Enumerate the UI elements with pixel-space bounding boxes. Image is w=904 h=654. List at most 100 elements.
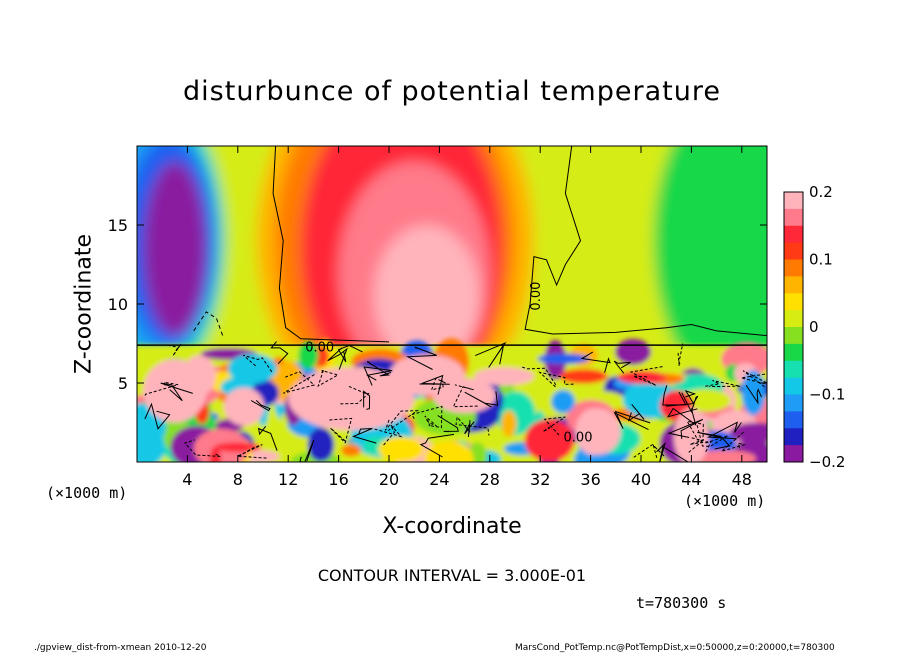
- eddy: [559, 368, 608, 384]
- contour-label: 0.00: [564, 430, 593, 445]
- contour-eddy: [741, 370, 767, 388]
- eddy: [501, 410, 517, 437]
- eddy: [341, 444, 362, 457]
- contour-eddy: [745, 384, 762, 405]
- contour-eddy: [160, 382, 193, 402]
- eddy: [575, 408, 613, 455]
- contour-eddy: [384, 410, 419, 431]
- contour-eddy: [363, 390, 371, 410]
- x-tick-label: 36: [580, 470, 600, 489]
- saturated-patch: [143, 359, 207, 423]
- saturated-patch: [223, 387, 265, 426]
- colorbar-swatch: [784, 242, 803, 260]
- x-tick-label: 20: [379, 470, 399, 489]
- contour-eddy: [613, 360, 632, 374]
- contour-eddy: [580, 351, 611, 373]
- x-tick-label: 28: [480, 470, 500, 489]
- colorbar: 0.2 0.1 0 −0.1 −0.2: [783, 183, 845, 471]
- eddy: [729, 422, 767, 443]
- eddy: [551, 389, 576, 414]
- colorbar-swatch: [784, 394, 803, 412]
- x-tick-label: 48: [732, 470, 752, 489]
- x-tick-label: 16: [328, 470, 348, 489]
- contour-eddy: [697, 431, 731, 450]
- y-tick-label: 15: [108, 216, 128, 235]
- time-label: t=780300 s: [636, 594, 727, 612]
- x-axis-label: X-coordinate: [382, 514, 522, 539]
- warm-blob: [401, 270, 478, 353]
- x-unit-right: (×1000 m): [684, 492, 766, 510]
- contour-eddy: [633, 443, 665, 459]
- eddy: [741, 370, 766, 416]
- contour-eddy: [317, 369, 340, 388]
- contour-eddy: [677, 343, 684, 366]
- colorbar-swatch: [784, 411, 803, 429]
- x-tick-label: 32: [530, 470, 550, 489]
- colorbar-swatch: [784, 360, 803, 379]
- cold-blob: [154, 193, 201, 336]
- contour-zero: [524, 146, 767, 337]
- eddy: [378, 436, 424, 462]
- eddy: [537, 353, 590, 364]
- contour-eddy: [688, 439, 713, 453]
- y-tick-label: 5: [118, 374, 128, 393]
- contour-eddy: [283, 371, 316, 394]
- contour-eddy: [656, 441, 689, 462]
- contour-lines: [137, 146, 767, 462]
- contour-label: 0.00: [529, 282, 544, 311]
- contour-eddy: [667, 418, 704, 439]
- contour-eddy: [613, 410, 651, 431]
- colorbar-swatch: [784, 293, 803, 311]
- colorbar-label: 0.2: [809, 183, 833, 201]
- contour-eddy: [455, 416, 490, 436]
- contour-eddy: [538, 371, 576, 388]
- contour-eddy: [475, 341, 507, 368]
- colorbar-label: −0.2: [809, 453, 845, 471]
- footer-right: MarsCond_PotTemp.nc@PotTempDist,x=0:5000…: [515, 643, 835, 653]
- contour-eddy: [250, 400, 271, 412]
- footer-left: ./gpview_dist-from-xmean 2010-12-20: [34, 643, 207, 653]
- colorbar-swatch: [784, 327, 803, 345]
- colorbar-swatch: [784, 276, 803, 294]
- colorbar-swatch: [784, 428, 803, 446]
- colorbar-swatch: [784, 225, 803, 244]
- y-axis: 5 10 15: [108, 216, 767, 393]
- eddy: [307, 427, 335, 462]
- colorbar-swatch: [784, 192, 803, 210]
- contour-eddy: [521, 366, 557, 386]
- eddy: [209, 446, 222, 462]
- contour-eddy: [329, 417, 353, 444]
- colorbar-swatch: [784, 343, 803, 362]
- saturated-patch: [288, 367, 415, 431]
- contour-eddy: [299, 439, 315, 462]
- eddy: [214, 442, 262, 452]
- eddy: [524, 419, 575, 462]
- contour-eddy: [410, 405, 443, 429]
- colorbar-swatch: [784, 377, 803, 395]
- x-tick-label: 4: [182, 470, 192, 489]
- x-tick-label: 12: [278, 470, 298, 489]
- contour-eddy: [419, 374, 450, 395]
- contour-eddy: [406, 346, 437, 370]
- x-unit-left: (×1000 m): [46, 484, 128, 502]
- contour-eddy: [721, 431, 746, 452]
- eddy: [474, 367, 534, 386]
- contour-eddy: [681, 392, 699, 414]
- eddy: [498, 383, 515, 394]
- contour-eddy: [662, 385, 687, 406]
- eddy: [617, 370, 667, 384]
- eddy: [615, 338, 652, 365]
- eddy: [691, 450, 757, 462]
- contour-eddy: [627, 403, 645, 422]
- contour-eddy: [686, 420, 704, 443]
- eddy: [424, 440, 474, 462]
- contour-eddy: [165, 343, 182, 357]
- contour-negative: [193, 311, 224, 336]
- colorbar-label: −0.1: [809, 386, 845, 404]
- contour-eddy: [338, 385, 370, 405]
- colorbar-frame: [783, 191, 804, 463]
- contour-eddy: [437, 415, 459, 433]
- contour-eddy: [352, 428, 377, 444]
- contour-eddy: [629, 366, 663, 386]
